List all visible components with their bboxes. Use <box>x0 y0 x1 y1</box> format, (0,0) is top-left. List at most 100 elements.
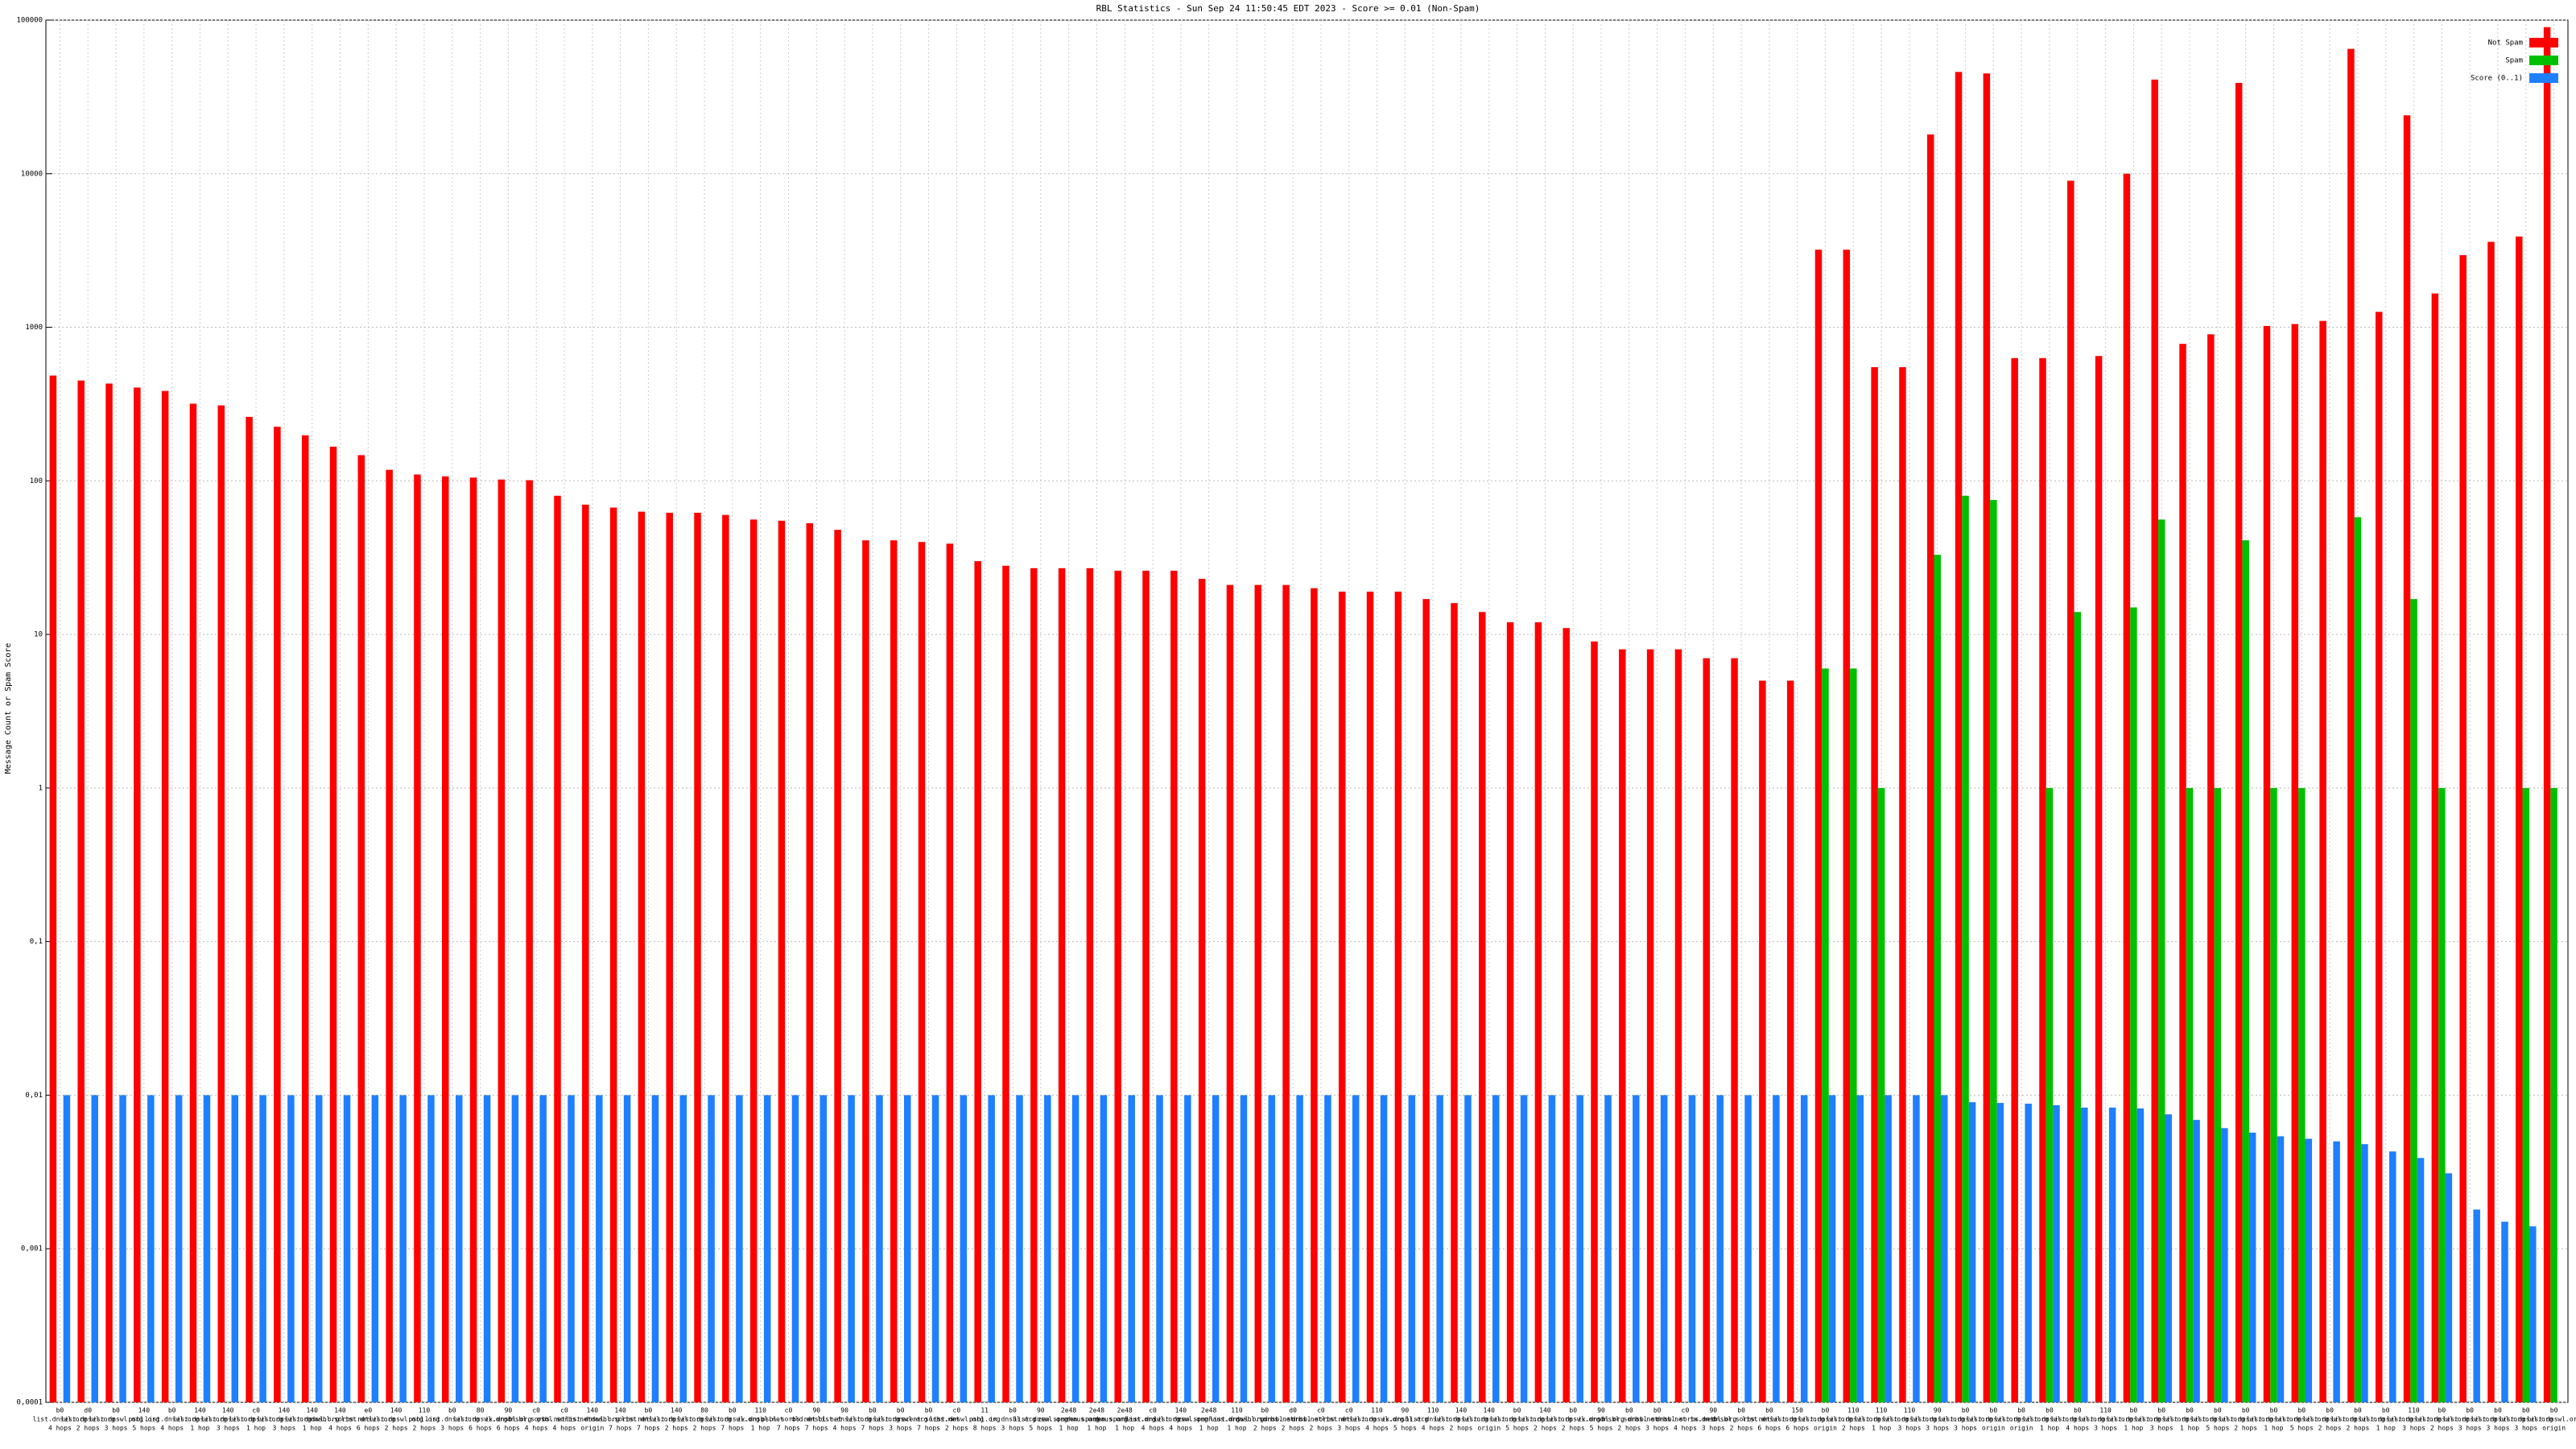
bar <box>819 1095 828 1402</box>
bar <box>1030 568 1038 1403</box>
bar <box>1254 584 1262 1402</box>
bar <box>596 1095 603 1402</box>
bar <box>1871 367 1878 1402</box>
x-tick-label: 8 hops <box>973 1425 997 1432</box>
bar <box>2081 1107 2088 1402</box>
bar <box>736 1095 743 1402</box>
x-tick-label: 7 hops <box>777 1425 800 1432</box>
bar <box>427 1095 435 1402</box>
bar <box>1226 584 1234 1402</box>
x-tick-label: list.dnswl.org <box>145 1416 200 1423</box>
bar <box>1548 1095 1556 1402</box>
x-tick-label: b0 <box>645 1407 653 1414</box>
bar <box>1114 570 1121 1403</box>
x-tick-label: dnsbl.sorbs.net <box>1656 1416 1714 1423</box>
bar <box>1934 555 1941 1402</box>
bar <box>1604 1095 1612 1402</box>
x-tick-label: c0 <box>1345 1407 1353 1414</box>
bar <box>2347 48 2355 1402</box>
bar <box>2207 334 2215 1403</box>
x-tick-label: 1 hop <box>2124 1425 2143 1432</box>
bar <box>2529 1226 2537 1402</box>
bar <box>679 1095 687 1402</box>
x-tick-label: 4 hops <box>1141 1425 1165 1432</box>
x-tick-label: 2 hops <box>693 1425 716 1432</box>
bar <box>2108 1107 2116 1402</box>
x-tick-label: 1 hop <box>2264 1425 2283 1432</box>
x-tick-label: 2 hops <box>1730 1425 1753 1432</box>
x-tick-label: list.dnswl.org <box>2302 1416 2357 1423</box>
x-tick-label: list.dnswl.org <box>677 1416 732 1423</box>
bar <box>1016 1095 1023 1402</box>
bar <box>2263 325 2271 1403</box>
bar <box>1100 1095 1108 1402</box>
x-tick-label: list.dnswl.org <box>2050 1416 2105 1423</box>
bar <box>1927 134 1934 1403</box>
bar <box>63 1095 71 1402</box>
bar <box>1962 495 1969 1403</box>
x-tick-label: list.dnswl.org <box>2022 1416 2077 1423</box>
bar <box>2165 1114 2172 1402</box>
bar <box>2214 787 2222 1402</box>
x-tick-label: c0 <box>1149 1407 1157 1414</box>
x-tick-label: 1 hop <box>1115 1425 1134 1432</box>
x-tick-label: 3 hops <box>272 1425 295 1432</box>
bar <box>778 520 786 1402</box>
x-tick-label: list.dnswl.org <box>229 1416 283 1423</box>
x-tick-label: 6 hops <box>357 1425 380 1432</box>
x-tick-label: b0 <box>2242 1407 2250 1414</box>
bar <box>399 1095 407 1402</box>
bar <box>1576 1095 1583 1402</box>
x-tick-label: dnsbl.sorbs.net <box>311 1416 369 1423</box>
bar <box>539 1095 547 1402</box>
bar <box>1240 1095 1248 1402</box>
bar <box>287 1095 295 1402</box>
bar <box>1366 591 1374 1402</box>
bar <box>960 1095 968 1402</box>
y-tick-label: 10000 <box>21 170 43 178</box>
x-tick-label: b0 <box>56 1407 64 1414</box>
x-tick-label: b0 <box>2466 1407 2474 1414</box>
bar <box>2151 79 2158 1403</box>
x-tick-label: dnsbl.sorbs.net <box>1629 1416 1686 1423</box>
bar <box>2410 599 2417 1402</box>
x-tick-label: 7 hops <box>720 1425 744 1432</box>
bar <box>1716 1095 1724 1402</box>
x-tick-label: list.dnswl.org <box>930 1416 985 1423</box>
x-tick-label: list.dnswl.org <box>2107 1416 2161 1423</box>
x-tick-label: 1 hop <box>751 1425 770 1432</box>
bar <box>456 1095 463 1402</box>
x-tick-label: b0 <box>925 1407 933 1414</box>
x-tick-label: 90 <box>1597 1407 1605 1414</box>
x-tick-label: 6 hops <box>1785 1425 1809 1432</box>
bar <box>1506 622 1514 1402</box>
bar <box>2333 1141 2340 1402</box>
x-tick-label: list.dnswl.org <box>1350 1416 1405 1423</box>
bar <box>568 1095 575 1402</box>
x-tick-label: 2 hops <box>2430 1425 2454 1432</box>
x-tick-label: b0 <box>1569 1407 1577 1414</box>
x-tick-label: origin <box>580 1425 604 1432</box>
bar <box>49 375 57 1402</box>
bar <box>2248 1133 2256 1402</box>
bar <box>1688 1095 1696 1402</box>
x-tick-label: 140 <box>306 1407 318 1414</box>
x-tick-label: 1 hop <box>303 1425 322 1432</box>
x-tick-label: c0 <box>1682 1407 1690 1414</box>
bar <box>2445 1173 2453 1402</box>
bar <box>2074 612 2082 1402</box>
x-tick-label: list.dnswl.org <box>1827 1416 1881 1423</box>
x-tick-label: 80 <box>700 1407 708 1414</box>
bar <box>2298 787 2306 1402</box>
bar <box>974 561 981 1403</box>
bar <box>1268 1095 1276 1402</box>
bar <box>274 427 281 1402</box>
x-tick-label: list.dnswl.org <box>257 1416 312 1423</box>
x-tick-label: list.dnswl.org <box>1938 1416 1993 1423</box>
x-tick-label: 2 hops <box>2234 1425 2257 1432</box>
bar <box>2046 787 2054 1402</box>
bar <box>511 1095 519 1402</box>
x-tick-label: 140 <box>390 1407 402 1414</box>
x-tick-label: 2e48 <box>1061 1407 1076 1414</box>
bar <box>1184 1095 1191 1402</box>
